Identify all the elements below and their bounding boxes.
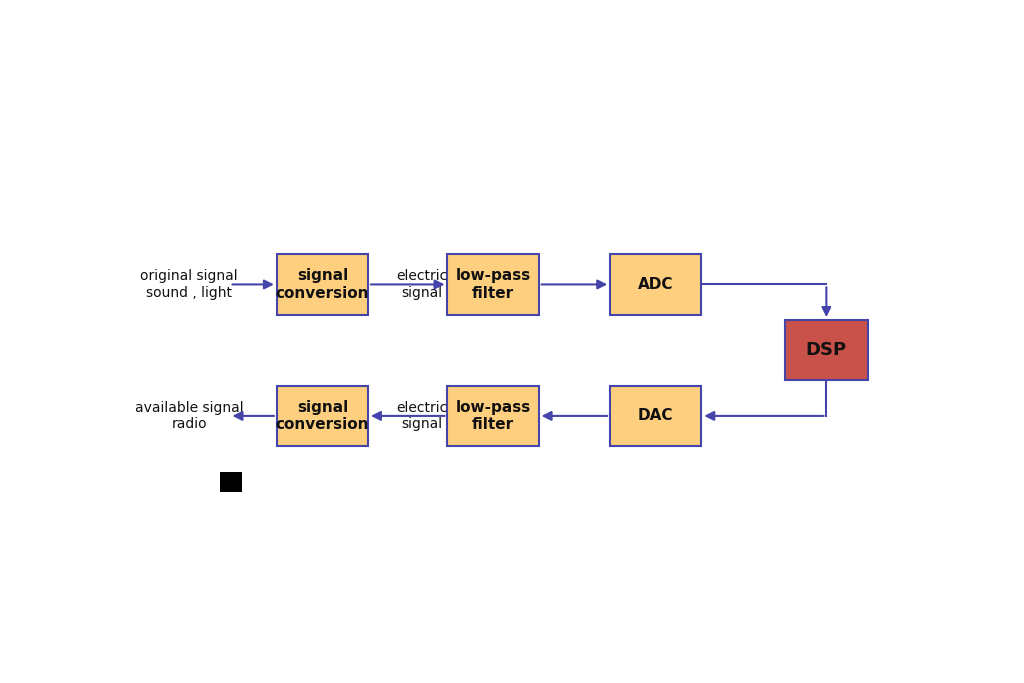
Bar — [276, 386, 368, 446]
Bar — [447, 254, 539, 315]
Text: signal
conversion: signal conversion — [275, 268, 370, 301]
Bar — [447, 386, 539, 446]
Text: DSP: DSP — [806, 342, 847, 359]
Bar — [610, 386, 701, 446]
Text: signal
conversion: signal conversion — [275, 400, 370, 432]
Text: DAC: DAC — [638, 408, 674, 423]
Bar — [220, 472, 243, 492]
Text: electric
signal: electric signal — [396, 269, 447, 300]
Text: available signal
radio: available signal radio — [135, 401, 244, 431]
Text: low-pass
filter: low-pass filter — [456, 268, 530, 301]
Bar — [784, 320, 868, 380]
Text: ADC: ADC — [638, 277, 674, 292]
Bar — [276, 254, 368, 315]
Bar — [610, 254, 701, 315]
Text: low-pass
filter: low-pass filter — [456, 400, 530, 432]
Text: electric
signal: electric signal — [396, 401, 447, 431]
Text: original signal
sound , light: original signal sound , light — [140, 269, 238, 300]
